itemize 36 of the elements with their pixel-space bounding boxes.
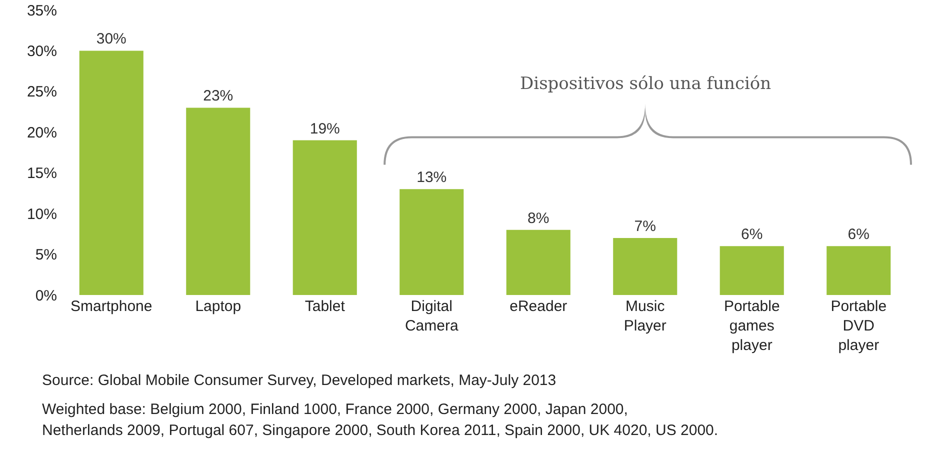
x-tick-label: Smartphone	[70, 298, 152, 315]
y-tick-label: 35%	[26, 2, 57, 20]
y-tick-label: 5%	[35, 246, 57, 264]
y-tick-label: 20%	[26, 124, 57, 142]
y-tick-label: 10%	[26, 206, 57, 223]
text: Weighted base: Belgium 2000, Finland 1000, France 2000, Germany 2000, Japan 2000,	[42, 401, 628, 418]
bar	[720, 246, 784, 295]
bar	[506, 230, 570, 295]
data-label: 7%	[634, 218, 656, 235]
data-label: 13%	[416, 169, 447, 186]
bar	[400, 189, 464, 295]
bar	[186, 108, 250, 295]
data-label: 30%	[96, 30, 126, 48]
bar	[613, 238, 678, 295]
data-label: 19%	[310, 120, 340, 138]
y-tick-label: 30%	[26, 42, 57, 60]
x-tick-label: Digital Camera	[404, 298, 459, 334]
bar	[292, 140, 357, 295]
x-tick-label: Music Player	[624, 298, 666, 334]
x-tick-label: Portable games player	[724, 298, 780, 354]
y-tick-label: 15%	[26, 165, 57, 182]
data-label: 8%	[528, 210, 550, 227]
x-tick-label: Tablet	[304, 298, 346, 315]
source-note: Source: Global Mobile Consumer Survey, Developed markets, May-July 2013	[42, 372, 556, 389]
text: Netherlands 2009, Portugal 607, Singapore 2000, South Korea 2011, Spain 2000, UK 4020, US 2000.	[42, 422, 718, 439]
data-label: 6%	[848, 226, 870, 244]
annotation: Dispositivos sólo una función	[520, 74, 772, 94]
bar	[826, 246, 891, 295]
y-tick-label: 25%	[26, 84, 57, 101]
x-tick-label: Laptop	[195, 298, 242, 315]
x-tick-label: eReader	[510, 298, 568, 315]
data-label: 6%	[741, 226, 763, 244]
y-tick-label: 0%	[35, 287, 57, 304]
x-tick-label: Portable DVD player	[830, 298, 887, 354]
bar	[79, 50, 144, 295]
data-label: 23%	[203, 88, 234, 105]
